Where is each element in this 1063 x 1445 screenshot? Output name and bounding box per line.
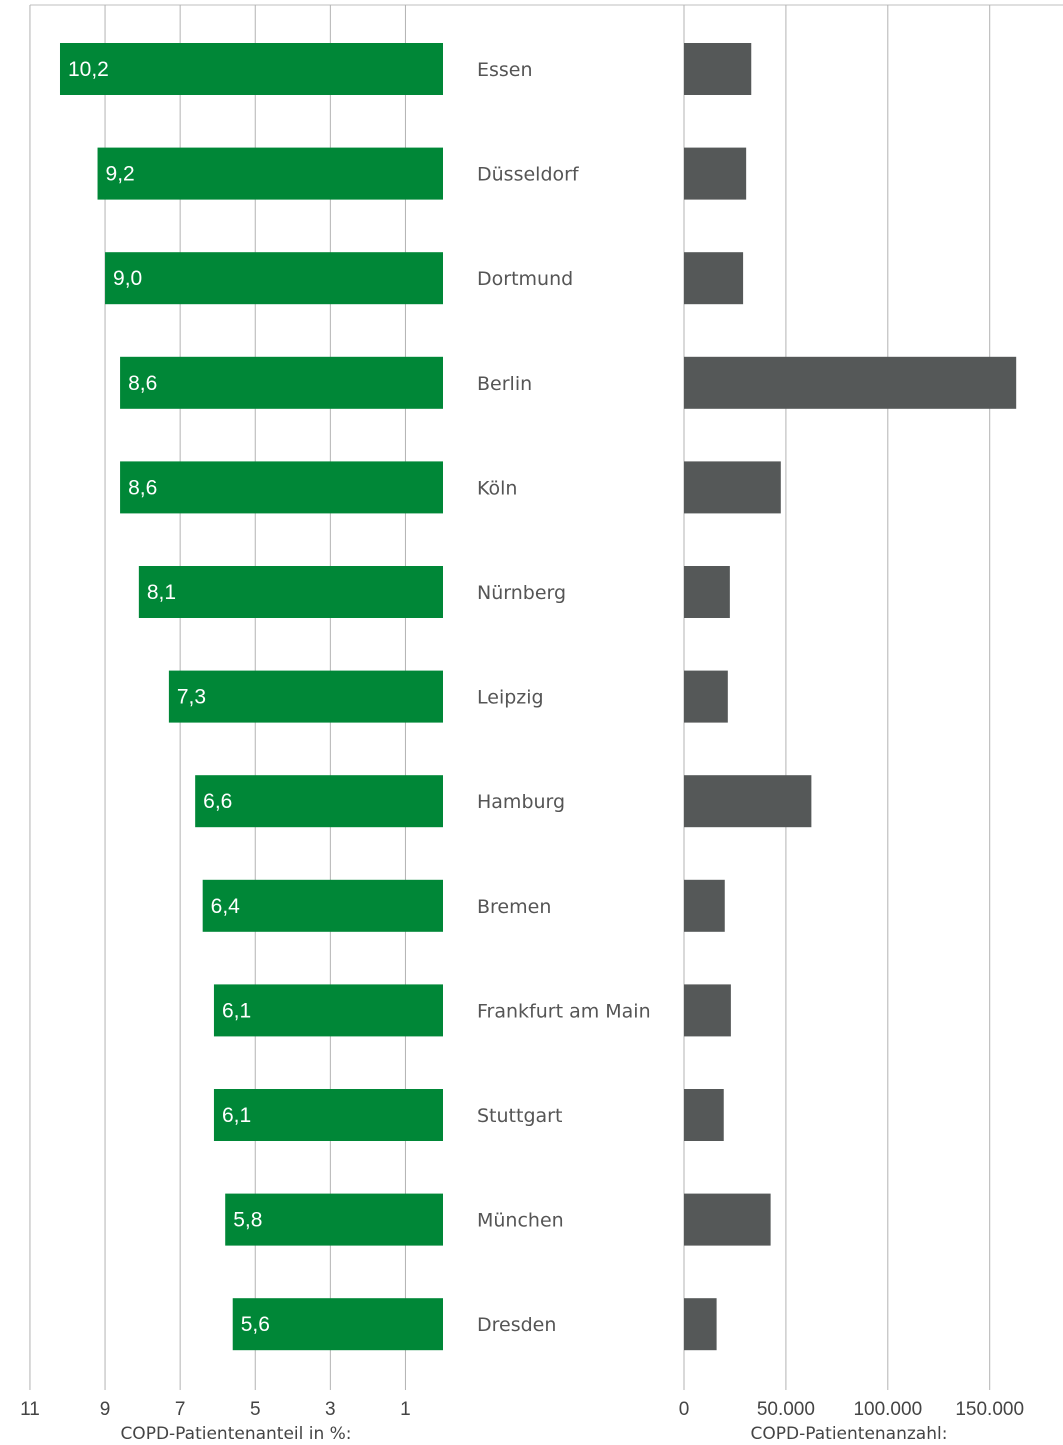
category-label: Köln [477, 477, 517, 499]
tick-label: 100.000 [853, 1399, 922, 1420]
data-label: 6,4 [211, 895, 241, 918]
category-label: Hamburg [477, 791, 565, 813]
bar-count [684, 1089, 724, 1141]
bar-percent [97, 147, 443, 200]
bar-percent [168, 670, 443, 723]
tick-label: 5 [250, 1399, 261, 1420]
right-gridlines [683, 5, 991, 1390]
category-label: Bremen [477, 896, 551, 918]
category-labels: Essen Düsseldorf Dortmund Berlin Köln Nürnber… [477, 59, 651, 1336]
bar-count [684, 775, 812, 828]
tick-label: 150.000 [955, 1399, 1024, 1420]
bar-count [684, 670, 728, 723]
bar-percent [138, 566, 443, 618]
data-label: 6,1 [222, 1104, 251, 1127]
right-bars [684, 43, 1017, 1351]
bar-count [684, 566, 730, 618]
category-label: Frankfurt am Main [477, 1000, 651, 1022]
bar-count [684, 356, 1017, 409]
tick-label: 0 [679, 1399, 690, 1420]
data-label: 6,1 [222, 999, 251, 1022]
category-label: Stuttgart [477, 1105, 562, 1127]
left-axis-ticks: 11 9 7 5 3 1 [20, 1399, 411, 1420]
bar-percent [213, 1089, 443, 1141]
data-label: 5,6 [241, 1313, 270, 1336]
category-label: Dortmund [477, 268, 573, 290]
bar-percent [202, 879, 443, 932]
left-axis-title: COPD-Patientenanteil in %: [120, 1424, 351, 1444]
data-label: 9,0 [113, 267, 142, 290]
data-label: 9,2 [106, 163, 135, 186]
data-label: 8,6 [128, 476, 157, 499]
right-axis-ticks: 0 50.000 100.000 150.000 [679, 1399, 1024, 1420]
category-label: Berlin [477, 373, 532, 395]
category-label: Dresden [477, 1314, 556, 1336]
bar-percent [120, 461, 443, 514]
data-label: 5,8 [233, 1209, 262, 1232]
category-label: Leipzig [477, 687, 544, 709]
tick-label: 50.000 [757, 1399, 815, 1420]
category-label: Essen [477, 59, 533, 81]
bar-count [684, 1193, 771, 1246]
tick-label: 9 [100, 1399, 111, 1420]
data-label: 8,1 [147, 581, 176, 604]
bar-percent [59, 43, 444, 95]
data-label: 6,6 [203, 790, 232, 813]
bar-count [684, 1298, 717, 1351]
bar-count [684, 461, 781, 514]
bar-count [684, 252, 744, 305]
bar-percent [120, 356, 443, 409]
bar-count [684, 43, 752, 95]
bar-percent [105, 252, 444, 305]
tick-label: 1 [400, 1399, 411, 1420]
bar-percent [225, 1193, 443, 1246]
bar-percent [232, 1298, 443, 1351]
data-label: 10,2 [68, 58, 109, 81]
data-label: 7,3 [177, 686, 206, 709]
tick-label: 7 [175, 1399, 186, 1420]
tick-label: 11 [20, 1399, 40, 1420]
bar-percent [195, 775, 443, 828]
category-label: München [477, 1210, 564, 1232]
tick-label: 3 [325, 1399, 336, 1420]
bar-percent [213, 984, 443, 1037]
bar-count [684, 147, 747, 200]
data-label: 8,6 [128, 372, 157, 395]
category-label: Düsseldorf [477, 164, 580, 186]
category-label: Nürnberg [477, 582, 566, 604]
right-axis-title: COPD-Patientenanzahl: [751, 1424, 948, 1444]
bar-count [684, 879, 725, 932]
bar-count [684, 984, 731, 1037]
left-bars: 10,2 9,2 9,0 8,6 8,6 8,1 7,3 6,6 6,4 6,1 6,1 5,8 5,6 [59, 43, 444, 1351]
